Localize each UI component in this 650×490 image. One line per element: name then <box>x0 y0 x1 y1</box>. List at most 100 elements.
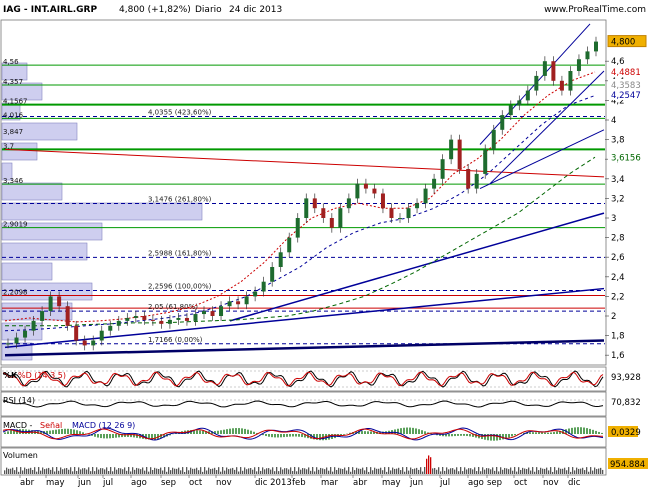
macd-bar <box>73 429 75 434</box>
volume-bar <box>154 467 156 474</box>
y-tick-label: 3 <box>611 214 616 224</box>
candle-body <box>253 291 258 297</box>
macd-bar <box>523 432 525 434</box>
volume-bar <box>350 471 352 474</box>
sma70-line <box>4 95 596 332</box>
macd-label: MACD - <box>3 421 33 430</box>
candle-body <box>82 340 87 346</box>
volume-bar <box>222 467 224 474</box>
volume-bar <box>492 467 494 474</box>
macd-bar <box>466 434 468 437</box>
volume-bar <box>378 468 380 474</box>
macd-bar <box>403 427 405 434</box>
volume-bar <box>498 471 500 474</box>
macd-bar <box>439 434 441 436</box>
volume-bar <box>212 468 214 474</box>
candle-body <box>6 343 10 345</box>
macd-bar <box>151 434 153 440</box>
candle-body <box>278 252 283 267</box>
candle-body <box>65 306 70 326</box>
macd-bar <box>538 432 540 434</box>
volume-bar <box>8 468 10 474</box>
volume-bar <box>432 468 434 474</box>
volume-bar <box>74 467 76 474</box>
volume-bar <box>464 467 466 474</box>
candle-body <box>389 208 394 218</box>
candle-body <box>133 316 138 318</box>
candle-body <box>125 317 130 321</box>
level-label: 2,9019 <box>3 221 28 229</box>
macd-bar <box>448 434 450 437</box>
volume-bar <box>558 467 560 474</box>
macd-bar <box>502 434 504 440</box>
volume-bar <box>156 468 158 474</box>
x-tick-label: abr <box>20 478 35 488</box>
volume-bar <box>442 467 444 474</box>
volume-bar <box>530 470 532 474</box>
macd-bar <box>13 429 15 434</box>
macd-bar <box>202 430 204 434</box>
candle-body <box>116 320 121 326</box>
volume-bar <box>54 471 56 474</box>
volume-profile-bar <box>1 82 43 101</box>
macd-bar <box>442 434 444 437</box>
volume-bar <box>132 467 134 474</box>
volume-bar <box>366 467 368 474</box>
x-tick-label: dic 2013 <box>255 478 292 488</box>
volume-bar <box>348 467 350 474</box>
volume-bar <box>14 470 16 474</box>
price-tag-box <box>608 151 646 163</box>
volume-bar <box>336 469 338 474</box>
volume-profile-bar <box>1 162 13 181</box>
volume-bar <box>326 467 328 474</box>
macd-bar <box>418 429 420 434</box>
stoch-value: 93,928 <box>611 373 641 383</box>
macd-bar <box>130 434 132 438</box>
price-tag-box <box>608 78 646 90</box>
candle-body <box>355 183 360 199</box>
macd-bar <box>124 434 126 437</box>
macd-bar <box>268 434 270 437</box>
macd-bar <box>163 434 165 438</box>
candle-body <box>363 183 368 189</box>
volume-bar <box>374 467 376 474</box>
volume-bar <box>10 468 12 474</box>
macd-bar <box>487 434 489 441</box>
macd-bar <box>109 434 111 439</box>
macd-bar <box>532 432 534 434</box>
volume-bar <box>106 467 108 474</box>
volume-bar <box>20 467 22 474</box>
volume-bar <box>18 471 20 474</box>
price-plot: 4,0355 (423,60%) 3,1476 (261,80%) 2,5988 (… <box>1 23 605 361</box>
macd-bar <box>277 434 279 438</box>
volume-bar <box>320 467 322 474</box>
x-tick-label: jun <box>77 478 91 488</box>
volume-bar <box>542 468 544 474</box>
volume-bar <box>506 468 508 474</box>
x-tick-label: may <box>46 478 65 488</box>
fib-label: 2,5988 (161,80%) <box>148 249 212 257</box>
macd-bar <box>424 431 426 434</box>
volume-bar <box>140 469 142 474</box>
macd-bar <box>67 428 69 434</box>
x-tick-label: ago <box>468 478 484 488</box>
volume-bar <box>330 467 332 474</box>
volume-bar <box>114 467 116 474</box>
volume-bar <box>116 469 118 474</box>
candle-body <box>176 317 181 320</box>
candle-body <box>108 325 113 331</box>
macd-bar <box>490 434 492 441</box>
fib-label: 2,05 (61,80%) <box>148 303 198 311</box>
macd-bar <box>397 428 399 434</box>
volume-bar <box>406 467 408 474</box>
volume-bar <box>602 469 604 474</box>
macd-bar <box>454 434 456 437</box>
macd-bar <box>175 433 177 434</box>
macd-bar <box>505 434 507 439</box>
level-label: 4,016 <box>3 111 24 119</box>
volume-bar <box>32 470 34 474</box>
volume-bar <box>34 467 36 474</box>
volume-bar <box>204 467 206 474</box>
y-tick-label: 2,2 <box>611 292 625 302</box>
volume-bar <box>146 467 148 474</box>
